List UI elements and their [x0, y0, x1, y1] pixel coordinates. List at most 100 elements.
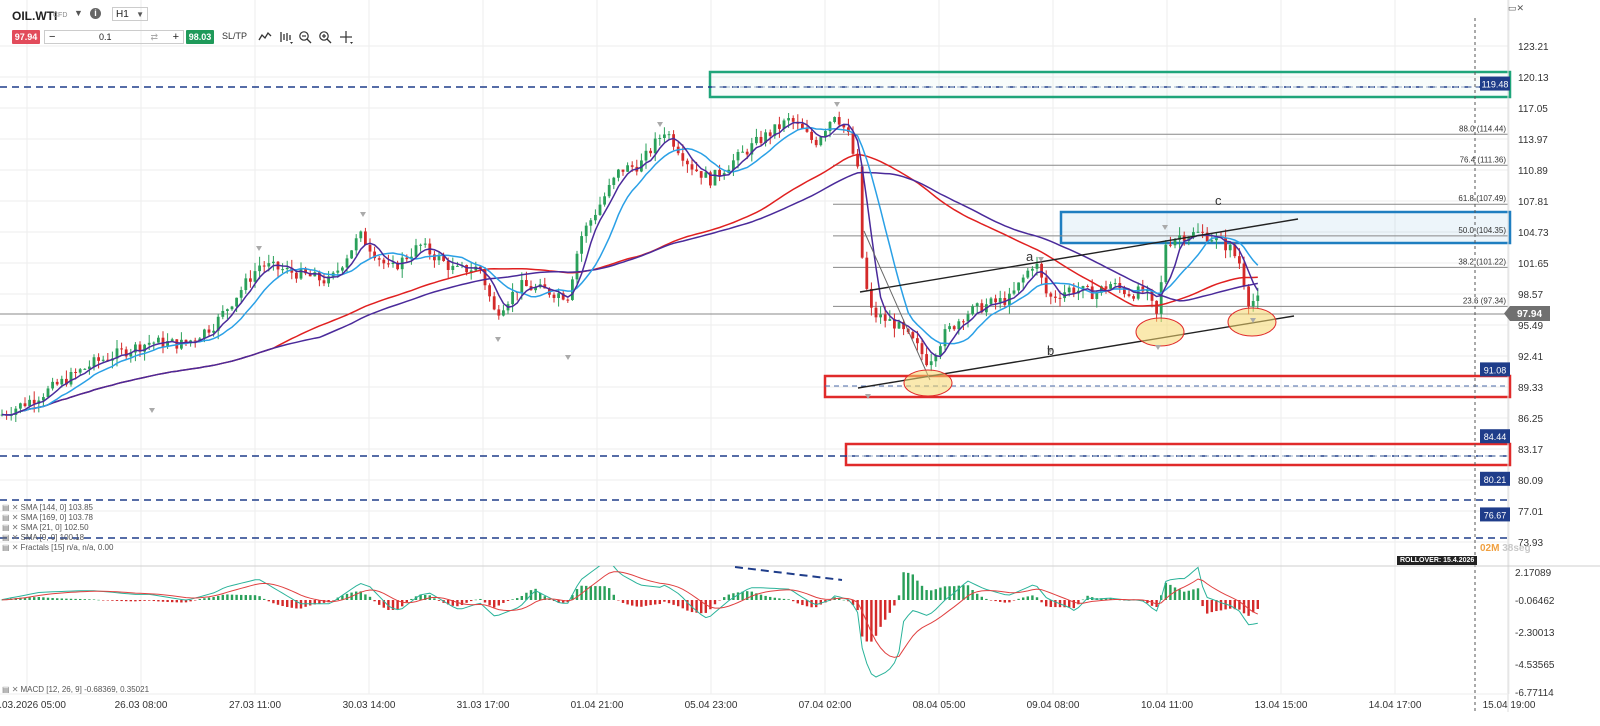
macd-bar	[226, 594, 229, 600]
fractal-arrow	[1250, 318, 1256, 323]
candle-body	[879, 314, 882, 318]
candle-body	[143, 344, 146, 352]
fractal-arrow	[1155, 345, 1161, 350]
macd-bar	[805, 600, 809, 607]
candle-body	[285, 267, 289, 270]
candle-body	[833, 117, 836, 123]
fractal-arrow	[1047, 348, 1053, 353]
candle-body	[902, 322, 905, 330]
candle-body	[736, 151, 740, 161]
candle-body	[396, 262, 399, 270]
timeframe-select[interactable]: H1 ▼	[112, 7, 148, 21]
macd-bar	[571, 595, 574, 600]
macd-bar	[33, 597, 36, 600]
fib-label: 76.4 (111.36)	[1460, 155, 1507, 164]
candle-body	[948, 326, 951, 330]
indicators-icon[interactable]	[279, 30, 293, 44]
time-axis-label: 01.04 21:00	[571, 700, 624, 711]
macd-bar	[1169, 584, 1172, 600]
symbol-type: CFD	[53, 12, 68, 19]
legend-sma169[interactable]: ▤ ✕ SMA [169, 0] 103.78	[2, 513, 93, 522]
macd-bar	[364, 594, 367, 600]
candle-body	[1251, 301, 1255, 307]
sell-price-button[interactable]: 97.94	[12, 30, 40, 44]
candle-body	[709, 172, 712, 186]
macd-bar	[433, 598, 436, 600]
macd-bar	[37, 597, 40, 600]
macd-bar	[1173, 587, 1177, 600]
candle-countdown: 02M 38seg	[1480, 543, 1531, 554]
macd-bar	[221, 594, 224, 600]
price-axis[interactable]: 123.21 120.13 117.05 113.97 110.89 107.81 104.…	[1518, 42, 1549, 549]
crosshair-icon[interactable]	[339, 30, 353, 44]
macd-legend[interactable]: ▤ ✕ MACD [12, 26, 9] -0.68369, 0.35021	[2, 685, 150, 694]
sl-tp-button[interactable]: SL/TP	[222, 31, 248, 41]
legend-sma144[interactable]: ▤ ✕ SMA [144, 0] 103.85	[2, 503, 93, 512]
volume-stepper[interactable]: − 0.1 ⇄ +	[44, 30, 184, 44]
macd-bar	[148, 600, 151, 601]
candle-body	[1044, 277, 1048, 294]
window-controls[interactable]: ▭✕	[1507, 3, 1524, 13]
legend-sma21[interactable]: ▤ ✕ SMA [21, 0] 102.50	[2, 523, 89, 532]
candle-body	[787, 118, 790, 121]
symbol-name[interactable]: OIL.WTI	[12, 9, 58, 23]
candle-body	[1228, 244, 1232, 251]
legend-sma9[interactable]: ▤ ✕ SMA [9, 0] 100.18	[2, 533, 85, 542]
candle-body	[382, 259, 386, 264]
resistance-zone-blue	[1059, 210, 1512, 245]
macd-bar	[815, 600, 818, 608]
candle-body	[502, 310, 505, 316]
macd-bar	[1054, 600, 1057, 608]
symbol-dropdown-icon[interactable]: ▼	[74, 8, 83, 18]
swap-icon[interactable]: ⇄	[150, 32, 158, 42]
candle-body	[377, 258, 381, 260]
legend-fractals[interactable]: ▤ ✕ Fractals [15] n/a, n/a, 0.00	[2, 543, 114, 552]
candle-body	[1247, 286, 1250, 307]
macd-bar	[424, 594, 427, 600]
candle-body	[920, 343, 924, 355]
macd-bar	[631, 600, 634, 606]
macd-bar	[46, 597, 50, 600]
macd-bar	[1215, 600, 1218, 612]
candle-body	[239, 290, 243, 298]
candle-body	[1238, 256, 1241, 264]
macd-bar	[198, 599, 201, 600]
time-axis-label: 25.03.2026 05:00	[0, 700, 66, 711]
zoom-in-icon[interactable]	[318, 30, 332, 44]
increase-volume-button[interactable]: +	[172, 31, 179, 43]
fractal-arrow	[657, 122, 663, 127]
time-axis[interactable]: 25.03.2026 05:00 26.03 08:00 27.03 11:00 30…	[0, 700, 1536, 711]
candle-body	[354, 238, 358, 251]
candle-body	[525, 280, 528, 287]
macd-bar	[97, 599, 100, 601]
line-chart-icon[interactable]	[258, 30, 272, 44]
info-icon[interactable]: i	[90, 8, 101, 19]
price-axis-label: 77.01	[1518, 507, 1543, 518]
candle-body	[768, 132, 772, 136]
candle-body	[764, 132, 767, 143]
macd-axis-label: -4.53565	[1515, 660, 1555, 671]
macd-bar	[686, 600, 689, 611]
macd-axis[interactable]: 2.17089 -0.06462 -2.30013 -4.53565 -6.77114	[1515, 568, 1555, 699]
volume-value[interactable]: 0.1	[99, 32, 112, 42]
candle-body	[603, 196, 606, 205]
candle-body	[304, 268, 307, 274]
macd-bar	[1146, 600, 1149, 604]
zoom-out-icon[interactable]	[298, 30, 312, 44]
decrease-volume-button[interactable]: −	[49, 31, 56, 43]
candle-body	[1012, 290, 1016, 294]
candle-body	[534, 287, 537, 291]
candle-body	[543, 284, 547, 289]
macd-bar	[134, 600, 137, 602]
candle-body	[14, 408, 18, 415]
buy-price-button[interactable]: 98.03	[186, 30, 214, 44]
macd-bar	[617, 600, 620, 601]
macd-bar	[608, 588, 611, 600]
macd-bar	[764, 595, 767, 600]
candle-body	[391, 262, 395, 264]
candle-body	[244, 278, 248, 291]
candle-body	[561, 293, 565, 300]
candle-body	[267, 263, 271, 267]
macd-bar	[419, 594, 422, 600]
